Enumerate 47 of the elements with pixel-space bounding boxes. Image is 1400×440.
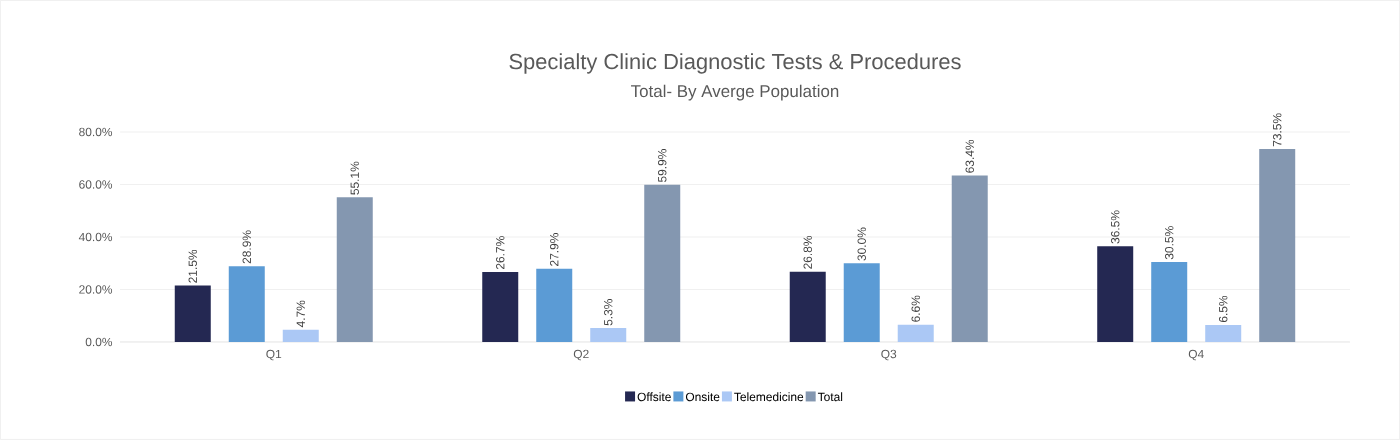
bar <box>1151 261 1188 342</box>
data-label: 27.9% <box>550 233 559 266</box>
bar <box>644 184 681 342</box>
data-label: 59.9% <box>658 149 667 183</box>
y-tick-label: 20.0% <box>79 285 113 294</box>
bar <box>482 271 519 342</box>
bar <box>590 328 627 342</box>
x-tick-label: Q3 <box>881 349 897 361</box>
data-label: 4.7% <box>296 300 305 328</box>
bar <box>282 329 319 342</box>
x-tick-label: Q4 <box>1188 349 1204 361</box>
legend-label: Telemedicine <box>734 392 804 402</box>
x-tick-label: Q2 <box>573 349 589 361</box>
data-label: 36.5% <box>1110 210 1120 244</box>
data-label: 30.5% <box>1164 226 1174 260</box>
y-tick-label: 60.0% <box>79 180 113 189</box>
bar <box>1097 246 1134 342</box>
data-label: 28.9% <box>242 230 251 264</box>
data-label: 26.8% <box>803 235 812 269</box>
data-label: 63.4% <box>965 139 974 173</box>
bar <box>174 285 211 342</box>
chart-title: Specialty Clinic Diagnostic Tests & Procedures <box>509 53 961 74</box>
data-label: 21.5% <box>188 249 197 283</box>
x-tick-label: Q1 <box>266 349 282 361</box>
data-label: 5.3% <box>604 299 613 326</box>
y-tick-label: 80.0% <box>79 127 113 137</box>
data-label: 6.5% <box>1218 295 1228 323</box>
data-label: 30.0% <box>857 227 866 261</box>
y-tick-label: 0.0% <box>85 337 113 347</box>
bar <box>789 271 826 342</box>
bar <box>843 263 880 342</box>
bar <box>228 266 265 342</box>
y-tick-label: 40.0% <box>78 232 113 242</box>
data-label: 26.7% <box>496 236 505 270</box>
data-label: 55.1% <box>350 161 359 195</box>
bar <box>897 324 934 342</box>
legend-label: Offsite <box>637 392 671 402</box>
legend-label: Onsite <box>685 392 720 402</box>
chart-subtitle: Total- By Averge Population <box>631 84 839 101</box>
data-label: 73.5% <box>1272 113 1282 147</box>
bar <box>536 268 573 342</box>
bar <box>1259 149 1296 342</box>
bar <box>951 175 988 342</box>
data-label: 6.6% <box>911 295 920 322</box>
bar <box>336 197 373 342</box>
legend-label: Total <box>817 392 843 402</box>
bar <box>1205 324 1242 342</box>
